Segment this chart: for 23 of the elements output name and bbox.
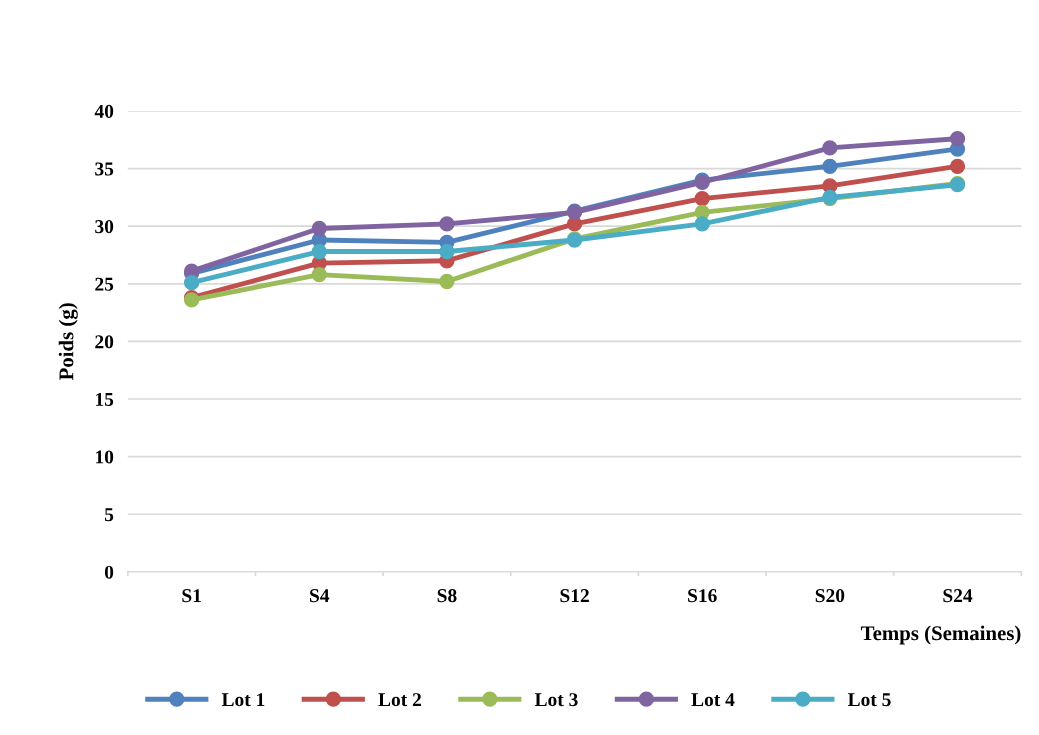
x-tick-label: S8 — [437, 589, 457, 603]
legend-label: Lot 1 — [221, 693, 265, 707]
legend-label: Lot 5 — [847, 693, 891, 707]
x-tick-label: S4 — [310, 589, 330, 603]
x-tick-label: S20 — [815, 589, 845, 603]
y-tick-label: 15 — [96, 392, 114, 406]
y-axis-title: Poids (g) — [58, 303, 78, 381]
y-tick-label: 35 — [95, 162, 114, 176]
legend-label: Lot 3 — [534, 693, 578, 707]
y-tick-label: 5 — [104, 508, 114, 522]
x-tick-label: S1 — [182, 589, 201, 603]
y-tick-label: 30 — [95, 220, 114, 234]
x-tick-label: S12 — [560, 589, 589, 603]
y-tick-label: 20 — [95, 335, 114, 349]
y-tick-label: 10 — [96, 450, 114, 464]
y-tick-label: 0 — [104, 565, 114, 579]
x-axis-title: Temps (Semaines) — [860, 625, 1021, 645]
legend-label: Lot 4 — [691, 693, 735, 707]
y-tick-label: 25 — [95, 277, 114, 291]
y-tick-label: 40 — [94, 104, 114, 118]
x-tick-label: S24 — [943, 589, 973, 603]
legend-label: Lot 2 — [378, 693, 421, 707]
x-tick-label: S16 — [688, 589, 717, 603]
